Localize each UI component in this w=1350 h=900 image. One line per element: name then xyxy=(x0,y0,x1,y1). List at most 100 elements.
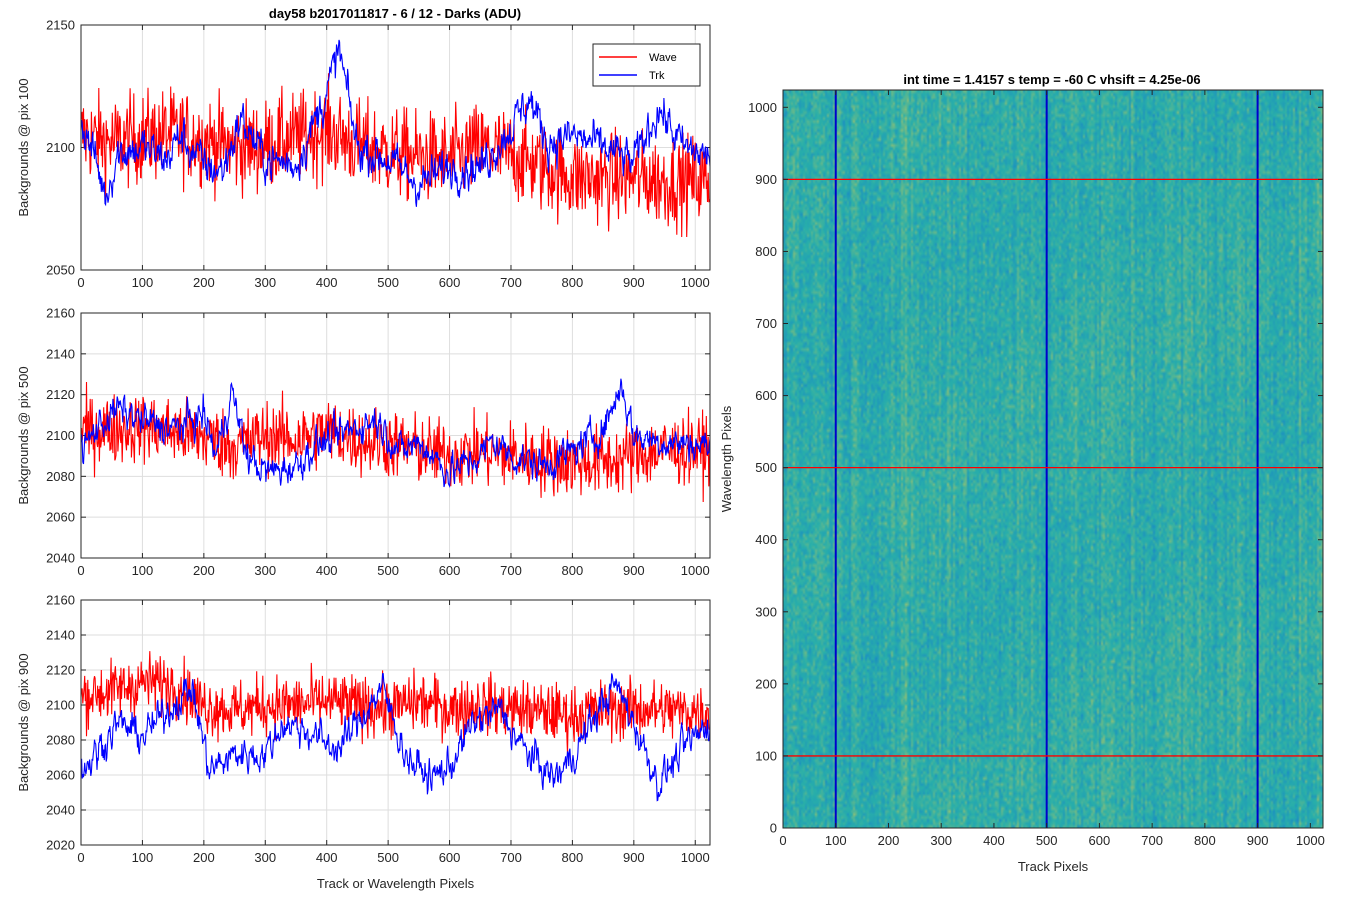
y-tick-label: 2150 xyxy=(46,18,75,33)
y-tick-label: 500 xyxy=(755,460,777,475)
x-tick-label: 1000 xyxy=(681,850,710,865)
y-tick-label: 2040 xyxy=(46,551,75,566)
y-tick-label: 2160 xyxy=(46,306,75,321)
y-axis-label: Backgrounds @ pix 900 xyxy=(16,653,31,791)
x-tick-label: 800 xyxy=(1194,833,1216,848)
x-tick-label: 700 xyxy=(1141,833,1163,848)
x-tick-label: 500 xyxy=(377,563,399,578)
x-tick-label: 600 xyxy=(1089,833,1111,848)
y-tick-label: 2120 xyxy=(46,387,75,402)
x-axis-label: Track Pixels xyxy=(1018,859,1089,874)
axes-1: 0 100 200 300 400 500 600 700 800 900 1000 2040 2060… xyxy=(16,306,711,578)
plots-layer: 0 100 200 300 400 500 600 700 800 900 100020502100… xyxy=(16,18,1325,892)
x-tick-label: 700 xyxy=(500,850,522,865)
heatmap-image xyxy=(783,90,1323,828)
series-line-wave xyxy=(81,73,710,238)
series-line-wave xyxy=(81,381,710,503)
axes-frame xyxy=(80,24,711,271)
y-tick-label: 0 xyxy=(770,821,777,836)
x-tick-label: 300 xyxy=(254,275,276,290)
y-tick-label: 1000 xyxy=(748,100,777,115)
axes-3: 0 100 200 300 400 500 600 700 800 900 1000 0 100 200 3… xyxy=(719,89,1325,874)
x-tick-label: 800 xyxy=(562,275,584,290)
y-tick-label: 2080 xyxy=(46,469,75,484)
y-tick-label: 2040 xyxy=(46,803,75,818)
x-tick-label: 700 xyxy=(500,563,522,578)
legend-label-trk: Trk xyxy=(649,70,665,82)
x-tick-label: 900 xyxy=(1247,833,1269,848)
y-tick-label: 2100 xyxy=(46,698,75,713)
x-tick-label: 1000 xyxy=(1296,833,1325,848)
x-tick-label: 800 xyxy=(562,563,584,578)
y-tick-label: 2080 xyxy=(46,733,75,748)
y-axis-label: Backgrounds @ pix 500 xyxy=(16,366,31,504)
y-tick-label: 100 xyxy=(755,748,777,763)
figure-title: day58 b2017011817 - 6 / 12 - Darks (ADU) xyxy=(269,6,521,21)
x-tick-label: 300 xyxy=(254,850,276,865)
x-tick-label: 600 xyxy=(439,275,461,290)
x-tick-label: 900 xyxy=(623,275,645,290)
y-tick-label: 2100 xyxy=(46,428,75,443)
x-tick-label: 100 xyxy=(132,275,154,290)
x-tick-label: 700 xyxy=(500,275,522,290)
legend-box xyxy=(592,43,701,87)
x-tick-label: 400 xyxy=(316,275,338,290)
y-tick-label: 2060 xyxy=(46,510,75,525)
series-line-trk xyxy=(81,673,710,802)
axes-frame xyxy=(80,599,711,846)
y-axis-label: Wavelength Pixels xyxy=(719,405,734,512)
x-tick-label: 500 xyxy=(1036,833,1058,848)
y-tick-label: 900 xyxy=(755,172,777,187)
y-axis-label: Backgrounds @ pix 100 xyxy=(16,78,31,216)
series-line-wave xyxy=(81,651,710,754)
y-tick-label: 2120 xyxy=(46,663,75,678)
x-tick-label: 100 xyxy=(132,850,154,865)
x-tick-label: 1000 xyxy=(681,563,710,578)
y-tick-label: 200 xyxy=(755,676,777,691)
x-tick-label: 600 xyxy=(439,563,461,578)
y-tick-label: 2020 xyxy=(46,838,75,853)
x-tick-label: 100 xyxy=(132,563,154,578)
x-tick-label: 300 xyxy=(254,563,276,578)
y-tick-label: 2050 xyxy=(46,263,75,278)
x-tick-label: 200 xyxy=(193,275,215,290)
legend: Wave Trk xyxy=(592,43,701,87)
x-tick-label: 0 xyxy=(77,563,84,578)
x-tick-label: 100 xyxy=(825,833,847,848)
x-tick-label: 800 xyxy=(562,850,584,865)
x-tick-label: 900 xyxy=(623,563,645,578)
x-tick-label: 900 xyxy=(623,850,645,865)
x-axis-label: Track or Wavelength Pixels xyxy=(317,876,475,891)
series-line-trk xyxy=(81,39,710,207)
y-tick-label: 600 xyxy=(755,388,777,403)
x-tick-label: 400 xyxy=(983,833,1005,848)
y-tick-label: 800 xyxy=(755,244,777,259)
x-tick-label: 200 xyxy=(878,833,900,848)
x-tick-label: 200 xyxy=(193,563,215,578)
x-tick-label: 300 xyxy=(930,833,952,848)
x-tick-label: 500 xyxy=(377,275,399,290)
x-tick-label: 200 xyxy=(193,850,215,865)
x-tick-label: 400 xyxy=(316,850,338,865)
heatmap-title: int time = 1.4157 s temp = -60 C vhsift … xyxy=(903,72,1200,87)
y-tick-label: 2100 xyxy=(46,140,75,155)
legend-label-wave: Wave xyxy=(649,52,677,64)
x-tick-label: 500 xyxy=(377,850,399,865)
y-tick-label: 2140 xyxy=(46,346,75,361)
x-tick-label: 0 xyxy=(77,275,84,290)
y-tick-label: 400 xyxy=(755,532,777,547)
y-tick-label: 2160 xyxy=(46,593,75,608)
y-tick-label: 700 xyxy=(755,316,777,331)
x-tick-label: 1000 xyxy=(681,275,710,290)
axes-background xyxy=(81,600,710,845)
series-line-trk xyxy=(81,378,710,489)
y-tick-label: 2060 xyxy=(46,768,75,783)
axes-2: 0 100 200 300 400 500 600 700 800 900 1000 2020 2040… xyxy=(16,593,711,891)
axes-frame xyxy=(782,89,1324,829)
x-tick-label: 0 xyxy=(779,833,786,848)
y-tick-label: 2140 xyxy=(46,628,75,643)
y-tick-label: 300 xyxy=(755,604,777,619)
x-tick-label: 0 xyxy=(77,850,84,865)
x-tick-label: 400 xyxy=(316,563,338,578)
